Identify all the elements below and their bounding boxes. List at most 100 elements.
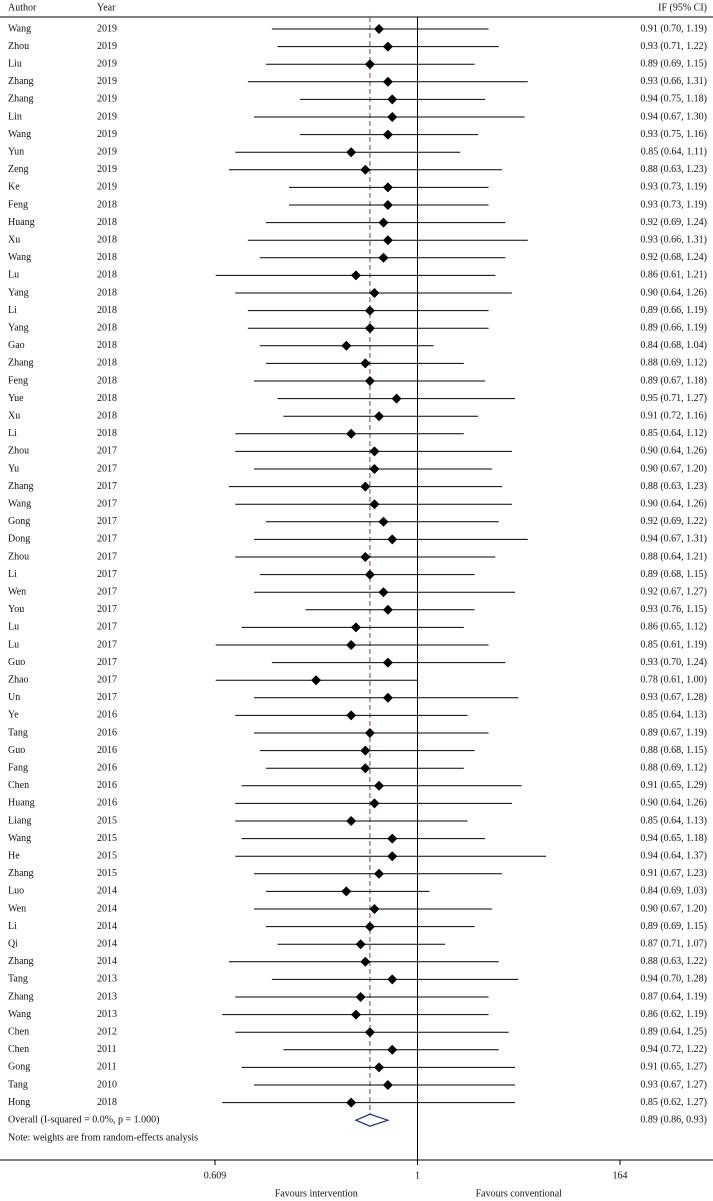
effect-label: 0.91 (0.65, 1.27) (640, 1062, 707, 1073)
effect-label: 0.85 (0.64, 1.13) (640, 815, 707, 826)
effect-label: 0.93 (0.66, 1.31) (640, 76, 707, 87)
point-estimate (382, 1080, 393, 1090)
year: 2018 (97, 358, 117, 369)
author: Zhang (8, 991, 34, 1002)
effect-label: 0.93 (0.76, 1.15) (640, 604, 707, 615)
author: Luo (8, 886, 24, 897)
effect-label: 0.94 (0.64, 1.37) (640, 850, 707, 861)
effect-label: 0.87 (0.64, 1.19) (640, 991, 707, 1002)
point-estimate (378, 217, 389, 228)
author: Wang (8, 252, 31, 263)
year: 2017 (97, 498, 117, 509)
effect-label: 0.92 (0.69, 1.24) (640, 217, 707, 228)
effect-label: 0.85 (0.62, 1.27) (640, 1097, 707, 1108)
year: 2018 (97, 1097, 117, 1108)
effect-label: 0.89 (0.69, 1.15) (640, 58, 707, 69)
year: 2016 (97, 798, 117, 809)
point-estimate (364, 59, 375, 70)
effect-label: 0.85 (0.64, 1.13) (640, 710, 707, 721)
year: 2015 (97, 833, 117, 844)
year: 2010 (97, 1079, 117, 1090)
author: Chen (8, 1026, 29, 1037)
effect-label: 0.94 (0.65, 1.18) (640, 833, 707, 844)
author: Zhao (8, 674, 29, 685)
point-estimate (341, 886, 352, 897)
point-estimate (387, 94, 398, 105)
point-estimate (360, 164, 371, 175)
point-estimate (369, 464, 380, 474)
point-estimate (364, 323, 375, 334)
year: 2018 (97, 270, 117, 281)
header-effect: IF (95% CI) (658, 2, 707, 13)
effect-label: 0.85 (0.64, 1.11) (641, 146, 707, 157)
author: Yu (8, 463, 19, 474)
year: 2013 (97, 974, 117, 985)
author: Tang (8, 1079, 28, 1090)
author: Zhou (8, 446, 29, 457)
year: 2017 (97, 569, 117, 580)
effect-label: 0.94 (0.70, 1.28) (640, 974, 707, 985)
author: Zhang (8, 481, 34, 492)
point-estimate (346, 710, 357, 721)
effect-label: 0.89 (0.64, 1.25) (640, 1026, 707, 1037)
x-label-left: Favours intervention (275, 1188, 358, 1199)
effect-label: 0.86 (0.61, 1.21) (640, 270, 707, 281)
point-estimate (346, 1097, 357, 1108)
year: 2018 (97, 217, 117, 228)
point-estimate (378, 252, 389, 263)
author: Gong (8, 1062, 30, 1073)
author: Feng (8, 199, 28, 210)
point-estimate (382, 604, 393, 615)
author: Zeng (8, 164, 29, 175)
effect-label: 0.85 (0.61, 1.19) (640, 639, 707, 650)
author: Lu (8, 639, 19, 650)
effect-label: 0.93 (0.70, 1.24) (640, 657, 707, 668)
point-estimate (382, 692, 393, 703)
effect-label: 0.87 (0.71, 1.07) (640, 938, 707, 949)
year: 2018 (97, 287, 117, 298)
point-estimate (382, 41, 393, 52)
effect-label: 0.86 (0.62, 1.19) (640, 1009, 707, 1020)
year: 2017 (97, 481, 117, 492)
point-estimate (346, 147, 357, 158)
author: Li (8, 428, 17, 439)
year: 2018 (97, 393, 117, 404)
effect-label: 0.94 (0.72, 1.22) (640, 1044, 707, 1055)
year: 2011 (97, 1044, 117, 1055)
point-estimate (387, 112, 398, 122)
author: Xu (8, 234, 20, 245)
author: Huang (8, 217, 35, 228)
author: Lu (8, 270, 19, 281)
year: 2018 (97, 199, 117, 210)
effect-label: 0.90 (0.67, 1.20) (640, 903, 707, 914)
year: 2017 (97, 516, 117, 527)
effect-label: 0.94 (0.67, 1.31) (640, 534, 707, 545)
year: 2018 (97, 375, 117, 386)
author: Zhang (8, 868, 34, 879)
author: Wen (8, 586, 26, 597)
author: Wang (8, 1009, 31, 1020)
point-estimate (350, 1009, 361, 1020)
year: 2017 (97, 463, 117, 474)
effect-label: 0.93 (0.66, 1.31) (640, 234, 707, 245)
effect-label: 0.88 (0.63, 1.23) (640, 481, 707, 492)
year: 2019 (97, 129, 117, 140)
point-estimate (369, 288, 380, 298)
author: Dong (8, 534, 30, 545)
author: Wang (8, 23, 31, 34)
effect-label: 0.92 (0.68, 1.24) (640, 252, 707, 263)
effect-label: 0.91 (0.70, 1.19) (640, 23, 707, 34)
year: 2015 (97, 850, 117, 861)
author: Gong (8, 516, 30, 527)
author: Un (8, 692, 20, 703)
year: 2019 (97, 182, 117, 193)
year: 2019 (97, 76, 117, 87)
year: 2013 (97, 1009, 117, 1020)
effect-label: 0.91 (0.65, 1.29) (640, 780, 707, 791)
year: 2017 (97, 604, 117, 615)
effect-label: 0.89 (0.66, 1.19) (640, 322, 707, 333)
point-estimate (387, 851, 398, 862)
author: Wen (8, 903, 26, 914)
point-estimate (382, 182, 393, 193)
